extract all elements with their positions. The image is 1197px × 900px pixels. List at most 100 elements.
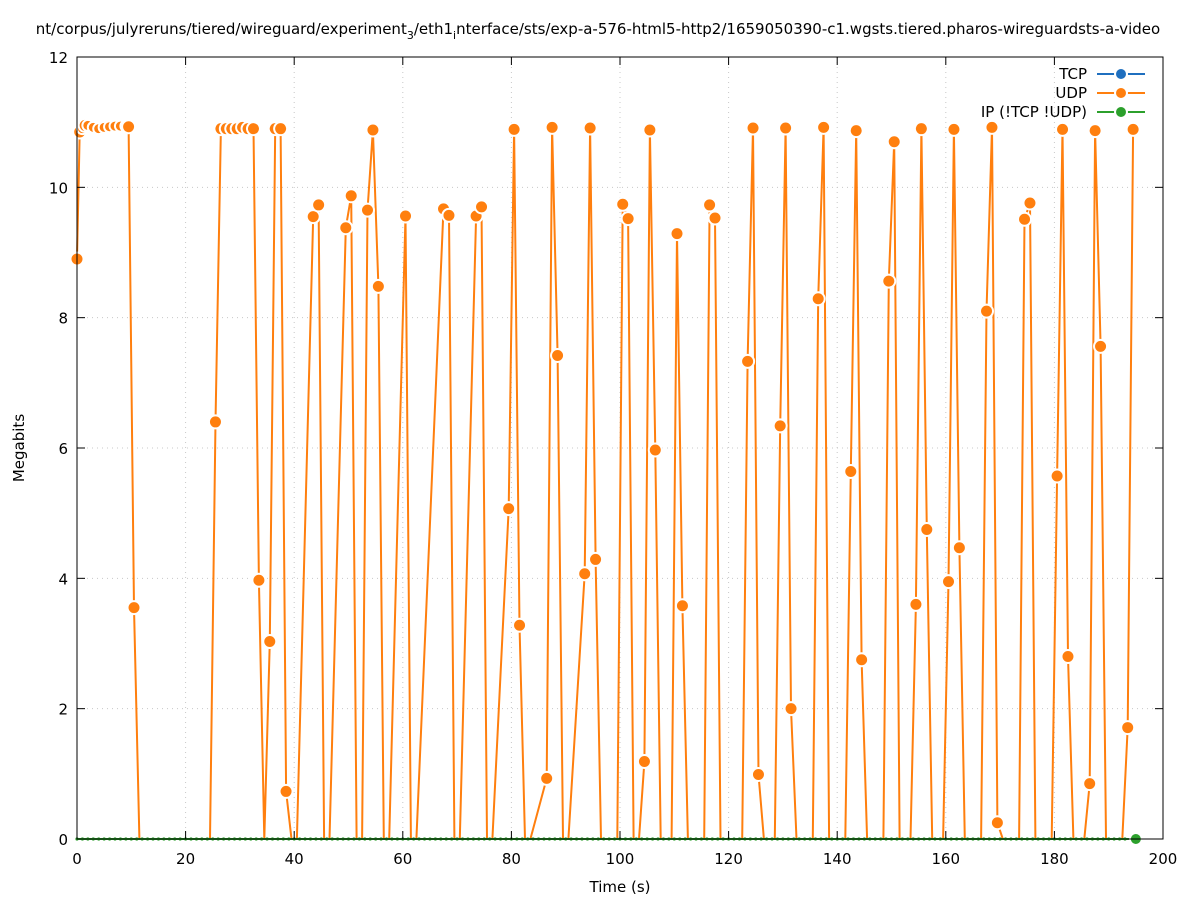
- x-axis-label: Time (s): [589, 878, 651, 896]
- series-udp: [69, 117, 1141, 840]
- data-point: [365, 122, 381, 138]
- data-point: [707, 210, 723, 226]
- data-point: [207, 414, 223, 430]
- data-point: [311, 197, 327, 213]
- data-point: [647, 442, 663, 458]
- data-point: [550, 347, 566, 363]
- legend-marker: [1114, 67, 1128, 81]
- data-point: [702, 197, 718, 213]
- data-point: [941, 574, 957, 590]
- series-line: [76, 124, 1135, 840]
- data-point: [360, 202, 376, 218]
- data-point: [1125, 121, 1141, 137]
- data-point: [582, 120, 598, 136]
- x-tick-label: 40: [285, 850, 304, 868]
- data-point: [262, 634, 278, 650]
- data-point: [278, 783, 294, 799]
- data-point: [126, 600, 142, 616]
- data-point: [398, 208, 414, 224]
- data-point: [1055, 121, 1071, 137]
- data-point: [501, 501, 517, 517]
- data-point: [674, 598, 690, 614]
- x-tick-label: 20: [176, 850, 195, 868]
- axes: 0 20 40 60 80 100 120 140 160 180 200 0 2 4 6 8 10 12: [49, 49, 1177, 868]
- x-tick-label: 0: [72, 850, 82, 868]
- data-point: [620, 211, 636, 227]
- data-point: [740, 353, 756, 369]
- data-point: [512, 617, 528, 633]
- data-point: [854, 652, 870, 668]
- x-tick-label: 160: [931, 850, 960, 868]
- y-tick-label: 10: [49, 179, 68, 197]
- data-point: [1049, 468, 1065, 484]
- data-point: [908, 596, 924, 612]
- data-point: [1082, 776, 1098, 792]
- data-point: [343, 188, 359, 204]
- x-tick-label: 100: [606, 850, 635, 868]
- legend-item: IP (!TCP !UDP): [981, 103, 1145, 121]
- data-point: [121, 119, 137, 135]
- chart-title: nt/corpus/julyreruns/tiered/wireguard/ex…: [36, 20, 1160, 42]
- data-point: [946, 121, 962, 137]
- data-point: [642, 122, 658, 138]
- legend-label: UDP: [1055, 84, 1087, 102]
- data-point: [251, 572, 267, 588]
- legend-marker: [1114, 86, 1128, 100]
- y-tick-label: 8: [58, 310, 68, 328]
- y-tick-label: 6: [58, 440, 68, 458]
- data-point: [919, 521, 935, 537]
- x-tick-label: 120: [714, 850, 743, 868]
- data-point: [539, 770, 555, 786]
- legend-item: TCP: [1058, 65, 1145, 83]
- data-point: [778, 120, 794, 136]
- data-point: [989, 815, 1005, 831]
- data-point: [783, 701, 799, 717]
- data-point: [1022, 195, 1038, 211]
- data-point: [474, 199, 490, 215]
- y-tick-label: 2: [58, 701, 68, 719]
- data-point: [750, 766, 766, 782]
- y-axis-label: Megabits: [10, 414, 28, 482]
- data-point: [615, 196, 631, 212]
- data-point: [984, 119, 1000, 135]
- data-point: [951, 540, 967, 556]
- data-point: [881, 273, 897, 289]
- data-point: [588, 551, 604, 567]
- x-tick-label: 140: [823, 850, 852, 868]
- data-point: [1060, 649, 1076, 665]
- legend-label: TCP: [1058, 65, 1087, 83]
- data-point: [338, 220, 354, 236]
- data-point: [506, 121, 522, 137]
- data-point: [636, 753, 652, 769]
- y-tick-label: 12: [49, 49, 68, 67]
- legend-item: UDP: [1055, 84, 1145, 102]
- legend-label: IP (!TCP !UDP): [981, 103, 1087, 121]
- x-tick-label: 80: [502, 850, 521, 868]
- data-point: [273, 121, 289, 137]
- data-point: [441, 207, 457, 223]
- data-point: [1017, 211, 1033, 227]
- data-point: [772, 418, 788, 434]
- data-point: [305, 209, 321, 225]
- data-point: [886, 134, 902, 150]
- legend-marker: [1114, 105, 1128, 119]
- data-point: [979, 303, 995, 319]
- data-point: [370, 278, 386, 294]
- data-point: [816, 119, 832, 135]
- plot-area: [69, 117, 1143, 846]
- y-tick-label: 4: [58, 570, 68, 588]
- data-point: [810, 291, 826, 307]
- data-point: [913, 121, 929, 137]
- y-tick-label: 0: [58, 831, 68, 849]
- data-point: [848, 123, 864, 139]
- data-point: [1120, 720, 1136, 736]
- data-point: [544, 119, 560, 135]
- x-tick-label: 200: [1149, 850, 1178, 868]
- data-point: [1093, 338, 1109, 354]
- x-tick-label: 180: [1040, 850, 1069, 868]
- data-point: [1087, 123, 1103, 139]
- data-point: [745, 120, 761, 136]
